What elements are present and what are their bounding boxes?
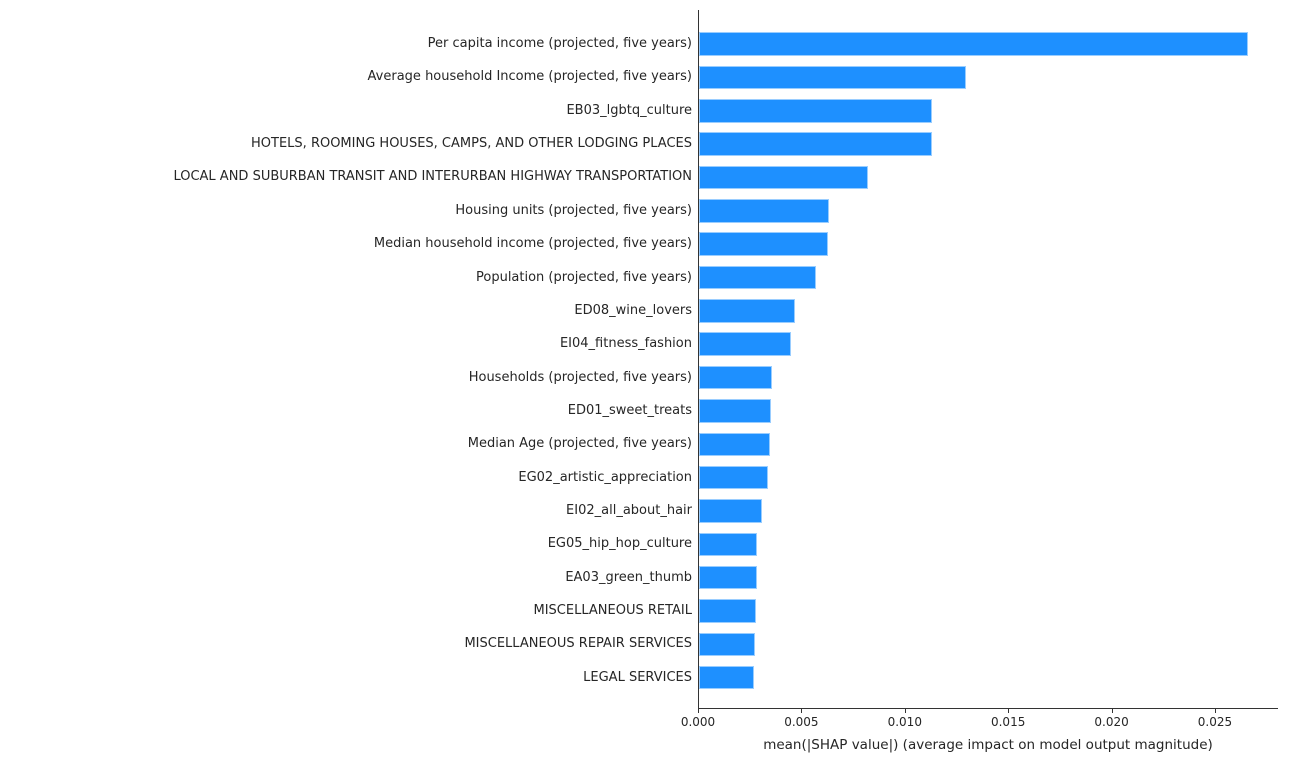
bar-0 xyxy=(699,32,1249,56)
y-tick-label-0: Per capita income (projected, five years… xyxy=(427,36,692,52)
bar-18 xyxy=(699,632,755,657)
bar-3 xyxy=(699,132,932,156)
x-tick-mark-3 xyxy=(1008,709,1010,713)
y-tick-label-5: Housing units (projected, five years) xyxy=(455,202,692,218)
bar-7 xyxy=(699,265,816,290)
bar-14 xyxy=(699,499,762,523)
x-tick-mark-0 xyxy=(698,709,699,713)
bar-16 xyxy=(699,565,758,590)
y-tick-label-17: MISCELLANEOUS RETAIL xyxy=(533,603,693,618)
x-axis-title: mean(|SHAP value|) (average impact on mo… xyxy=(763,737,1213,753)
y-tick-label-12: Median Age (projected, five years) xyxy=(467,436,692,452)
bar-9 xyxy=(699,332,791,356)
plot-area xyxy=(698,10,1278,709)
x-tick-label-2: 0.010 xyxy=(887,715,922,729)
y-tick-label-11: ED01_sweet_treats xyxy=(567,402,692,418)
y-tick-label-2: EB03_lgbtq_culture xyxy=(566,102,692,118)
y-tick-label-7: Population (projected, five years) xyxy=(476,269,692,285)
x-tick-label-3: 0.015 xyxy=(990,715,1026,729)
y-tick-label-6: Median household income (projected, five… xyxy=(373,236,692,252)
bar-2 xyxy=(699,99,932,123)
y-tick-label-3: HOTELS, ROOMING HOUSES, CAMPS, AND OTHER… xyxy=(251,136,692,152)
y-tick-label-19: LEGAL SERVICES xyxy=(583,669,692,685)
x-tick-label-1: 0.005 xyxy=(784,715,819,729)
bar-15 xyxy=(699,532,758,557)
bar-13 xyxy=(699,465,769,490)
bar-17 xyxy=(699,599,756,623)
x-tick-mark-1 xyxy=(801,709,803,713)
bar-8 xyxy=(699,299,795,323)
y-tick-label-13: EG02_artistic_appreciation xyxy=(518,469,692,485)
y-tick-label-14: EI02_all_about_hair xyxy=(566,502,692,518)
x-tick-mark-4 xyxy=(1111,709,1113,713)
y-axis-labels: Per capita income (projected, five years… xyxy=(173,36,693,685)
y-tick-label-9: EI04_fitness_fashion xyxy=(559,336,692,352)
x-tick-mark-2 xyxy=(904,709,906,713)
x-tick-label-4: 0.020 xyxy=(1094,715,1129,729)
bar-19 xyxy=(699,665,755,690)
y-tick-label-1: Average household Income (projected, fiv… xyxy=(367,69,692,85)
bar-4 xyxy=(699,165,868,190)
y-tick-label-8: ED08_wine_lovers xyxy=(574,302,692,318)
x-tick-label-0: 0.000 xyxy=(680,715,716,729)
bar-6 xyxy=(699,232,828,256)
bar-11 xyxy=(699,399,772,423)
bar-12 xyxy=(699,432,771,456)
y-tick-label-18: MISCELLANEOUS REPAIR SERVICES xyxy=(464,636,692,652)
y-tick-label-4: LOCAL AND SUBURBAN TRANSIT AND INTERURBA… xyxy=(173,169,692,185)
y-tick-label-16: EA03_green_thumb xyxy=(565,569,692,585)
bar-10 xyxy=(699,365,773,390)
x-tick-label-5: 0.025 xyxy=(1197,715,1233,729)
y-tick-label-15: EG05_hip_hop_culture xyxy=(547,536,692,552)
x-tick-mark-5 xyxy=(1214,709,1216,713)
y-tick-label-10: Households (projected, five years) xyxy=(468,369,692,385)
bar-5 xyxy=(699,199,830,223)
bar-1 xyxy=(699,65,966,90)
